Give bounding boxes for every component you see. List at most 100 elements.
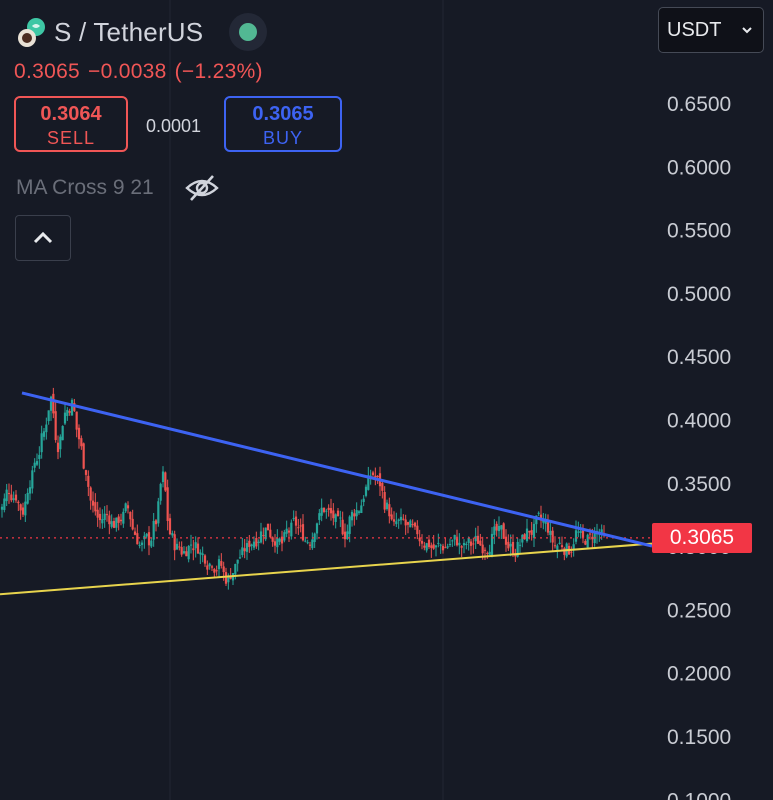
candle-body [441,545,445,551]
symbol-title[interactable]: S / TetherUS [54,16,204,47]
candle-body [189,544,193,546]
candle-body [283,532,286,541]
candle-body [161,471,165,483]
candle-body [397,519,400,521]
candle-body [395,521,398,525]
candle-body [460,546,463,548]
candle-body [495,523,498,531]
candle-body [507,541,510,549]
spread-value: 0.0001 [146,116,202,136]
candle-body [469,541,473,546]
candle-body [136,533,139,545]
candle-body [581,529,585,539]
candle-body [511,541,515,555]
candle-body [241,547,244,556]
candle-body [451,540,454,542]
candle-body [509,543,512,547]
candle-body [110,521,113,527]
candle-body [234,563,237,575]
candle-body [89,487,92,501]
candle-body [437,542,440,544]
candle-body [560,545,564,548]
price-summary: 0.3065 −0.0038 (−1.23%) [14,60,271,84]
candle-body [348,516,351,534]
candle-body [227,575,230,583]
candle-body [355,510,358,517]
candle-body [82,443,85,469]
sell-button[interactable]: 0.3064 SELL [14,96,128,152]
candle-body [24,501,27,516]
candle-body [173,534,176,551]
candle-body [213,568,216,573]
candle-body [388,504,391,517]
candle-body [346,531,349,539]
candle-body [192,548,195,551]
currency-select[interactable]: USDT [658,7,764,53]
candle-body [91,500,95,506]
market-status-indicator[interactable] [229,13,268,51]
candle-body [350,511,354,521]
candle-body [264,527,267,540]
price-tick-label: 0.2000 [667,663,731,686]
candle-body [453,534,456,540]
indicator-label[interactable]: MA Cross 9 21 [16,176,154,199]
price-tick-label: 0.6000 [667,156,731,179]
sell-label: SELL [46,128,96,148]
candle-body [7,493,11,495]
candle-body [472,543,475,545]
candle-body [327,507,330,510]
candle-body [87,475,90,487]
resistance-trendline [21,391,653,548]
candle-body [290,522,293,537]
candle-body [154,520,158,525]
candle-body [206,565,209,570]
candle-body [427,539,431,548]
candle-body [68,411,71,413]
candle-body [500,525,503,530]
candle-body [334,514,337,522]
candle-body [152,520,155,540]
candle-body [376,475,379,477]
candle-body [19,504,22,511]
candle-body [385,502,389,510]
candle-body [40,433,43,453]
candle-body [84,470,88,475]
candle-body [446,546,449,548]
candle-body [217,559,221,570]
candle-body [35,461,39,465]
eye-off-icon[interactable] [184,174,220,202]
candle-body [124,503,127,512]
candle-body [476,535,480,544]
candle-body [164,472,167,491]
candle-body [318,513,321,520]
candle-body [49,396,53,411]
candle-body [556,545,559,550]
candle-body [21,507,25,515]
candle-body [101,519,104,524]
candle-body [523,534,526,540]
candle-body [418,537,421,542]
buy-button[interactable]: 0.3065 BUY [224,96,342,152]
candle-body [497,525,501,532]
candle-body [103,513,106,520]
candle-body [243,548,246,552]
candle-body [255,537,258,547]
candle-body [201,553,204,556]
symbol-header: S / TetherUS [14,12,268,52]
candle-body [185,551,188,557]
candle-body [269,529,272,538]
candle-body [570,551,573,553]
candles [0,387,606,590]
candle-body [390,514,393,520]
collapse-legend-button[interactable] [15,215,71,261]
candle-body [273,541,277,546]
current-price-tag: 0.3065 [652,523,752,553]
candle-body [322,507,326,512]
price-tick-label: 0.6500 [667,93,731,116]
candle-body [250,544,253,546]
candle-body [579,531,582,533]
candle-body [215,570,218,572]
candle-body [168,518,172,535]
candle-body [12,498,15,500]
